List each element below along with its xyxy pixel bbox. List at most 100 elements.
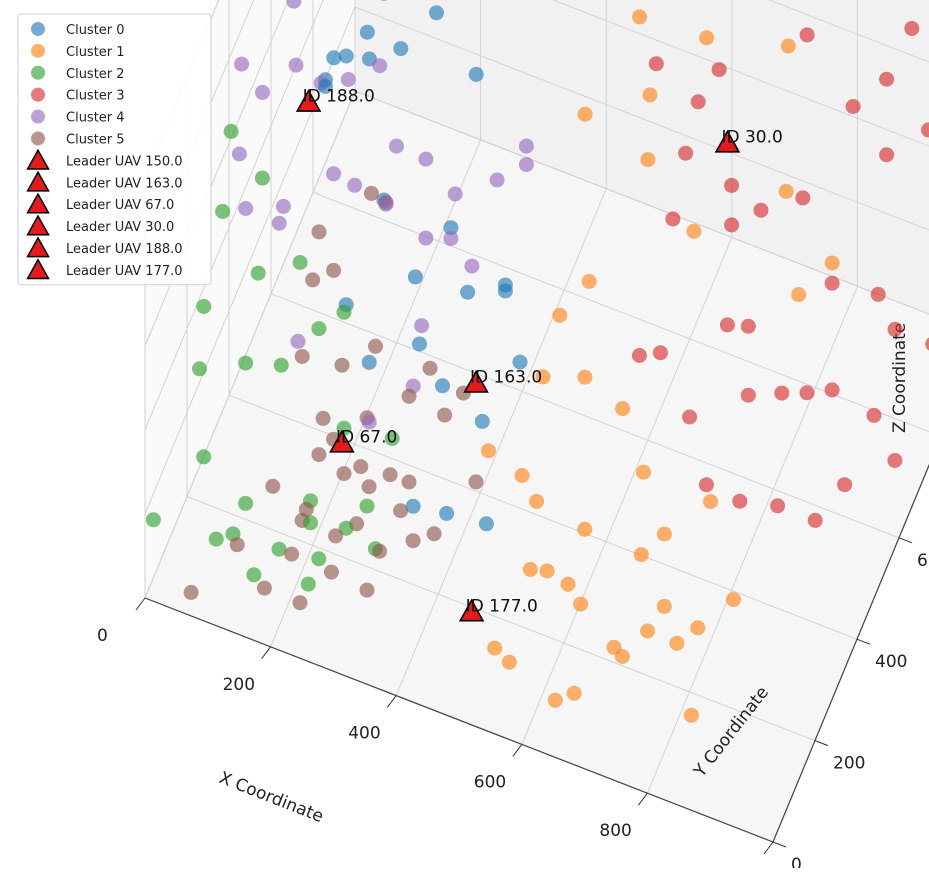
y-tick-label: 400 — [875, 652, 907, 672]
data-point-cluster-5 — [393, 503, 409, 519]
data-point-cluster-3 — [724, 217, 740, 233]
data-point-cluster-0 — [338, 48, 354, 64]
data-point-cluster-3 — [845, 99, 861, 114]
data-point-cluster-1 — [632, 9, 648, 25]
data-point-cluster-5 — [405, 533, 421, 549]
data-point-cluster-0 — [393, 41, 409, 57]
data-point-cluster-1 — [577, 369, 593, 385]
data-point-cluster-5 — [353, 459, 369, 475]
data-point-cluster-0 — [474, 413, 490, 429]
data-point-cluster-3 — [698, 477, 714, 493]
data-point-cluster-1 — [577, 106, 593, 122]
legend-marker-leader — [26, 236, 50, 258]
data-point-cluster-3 — [665, 211, 681, 227]
legend-label: Cluster 3 — [66, 89, 125, 104]
leader-label: ID 67.0 — [336, 427, 397, 447]
x-tick-label: 600 — [474, 772, 506, 792]
data-point-cluster-3 — [925, 337, 929, 351]
legend-marker-leader — [26, 192, 50, 214]
leader-label: ID 30.0 — [721, 127, 782, 147]
data-point-cluster-5 — [382, 467, 398, 483]
data-point-cluster-4 — [361, 414, 377, 430]
x-tick-mark — [135, 597, 146, 611]
grid-line-y-floor — [270, 293, 900, 539]
data-point-cluster-3 — [682, 409, 698, 425]
data-point-cluster-1 — [615, 401, 631, 417]
data-point-cluster-4 — [418, 151, 434, 167]
grid-line-z-back — [354, 6, 929, 231]
data-point-cluster-2 — [238, 495, 254, 511]
data-point-cluster-5 — [183, 584, 199, 600]
data-point-cluster-0 — [497, 283, 513, 299]
data-point-cluster-3 — [904, 21, 920, 36]
data-point-cluster-4 — [238, 201, 254, 216]
legend-marker-leader — [26, 214, 50, 236]
data-point-cluster-1 — [501, 654, 517, 670]
data-point-cluster-3 — [724, 177, 740, 193]
data-point-cluster-5 — [437, 407, 453, 423]
data-point-cluster-3 — [631, 348, 647, 363]
data-point-cluster-0 — [443, 220, 459, 236]
x-tick-mark — [261, 646, 272, 660]
x-axis-title: X Coordinate — [216, 768, 326, 827]
data-point-cluster-4 — [389, 138, 404, 154]
data-point-cluster-2 — [145, 512, 161, 528]
data-point-cluster-3 — [774, 385, 790, 401]
data-point-cluster-3 — [652, 345, 668, 361]
data-point-cluster-5 — [326, 262, 342, 278]
data-point-cluster-0 — [478, 516, 494, 532]
data-point-cluster-5 — [292, 595, 308, 611]
data-point-cluster-2 — [303, 515, 318, 531]
data-point-cluster-3 — [866, 407, 882, 423]
data-point-cluster-5 — [256, 580, 272, 596]
data-point-cluster-3 — [837, 477, 853, 493]
data-point-cluster-2 — [300, 576, 316, 592]
x-axis-line — [144, 597, 774, 843]
data-point-cluster-4 — [234, 56, 250, 72]
data-point-cluster-2 — [292, 255, 308, 270]
grid-line-x-floor — [395, 188, 607, 696]
data-point-cluster-1 — [690, 620, 706, 636]
legend-label: Cluster 5 — [66, 132, 125, 147]
data-point-cluster-0 — [460, 284, 476, 300]
data-point-cluster-2 — [196, 299, 212, 314]
data-point-cluster-1 — [778, 183, 794, 199]
data-point-cluster-2 — [192, 361, 207, 377]
data-point-cluster-2 — [359, 498, 375, 514]
legend-marker-cluster — [31, 87, 45, 102]
data-point-cluster-1 — [539, 563, 555, 579]
data-point-cluster-5 — [294, 349, 310, 364]
leader-marker — [329, 429, 355, 453]
data-point-cluster-4 — [231, 146, 247, 162]
data-point-cluster-2 — [271, 541, 287, 557]
data-point-cluster-5 — [265, 478, 281, 494]
data-point-cluster-3 — [795, 190, 811, 206]
legend-marker-cluster — [31, 65, 45, 80]
data-point-cluster-2 — [246, 567, 262, 583]
data-point-cluster-2 — [311, 551, 327, 567]
data-point-cluster-2 — [336, 304, 352, 320]
y-tick-label: 0 — [791, 855, 802, 868]
data-point-cluster-2 — [338, 520, 354, 536]
data-point-cluster-5 — [422, 360, 438, 376]
data-point-cluster-5 — [359, 582, 375, 598]
legend-label: Cluster 4 — [66, 111, 125, 126]
leader-label: ID 163.0 — [470, 368, 542, 388]
axis-panes — [144, 0, 929, 843]
data-point-cluster-0 — [512, 354, 528, 370]
x-tick-mark — [512, 744, 523, 757]
data-point-cluster-1 — [824, 255, 840, 271]
leader-marker — [463, 369, 489, 393]
data-point-cluster-4 — [271, 215, 287, 231]
data-point-cluster-3 — [799, 27, 815, 43]
data-point-cluster-4 — [288, 57, 304, 73]
legend-marker-cluster — [31, 21, 45, 36]
legend-marker-leader — [26, 258, 50, 280]
data-point-cluster-1 — [656, 526, 672, 542]
data-point-cluster-1 — [642, 87, 658, 103]
data-point-cluster-2 — [311, 321, 327, 337]
data-point-cluster-3 — [879, 147, 895, 163]
data-point-cluster-2 — [208, 531, 224, 547]
data-point-cluster-2 — [238, 355, 254, 371]
